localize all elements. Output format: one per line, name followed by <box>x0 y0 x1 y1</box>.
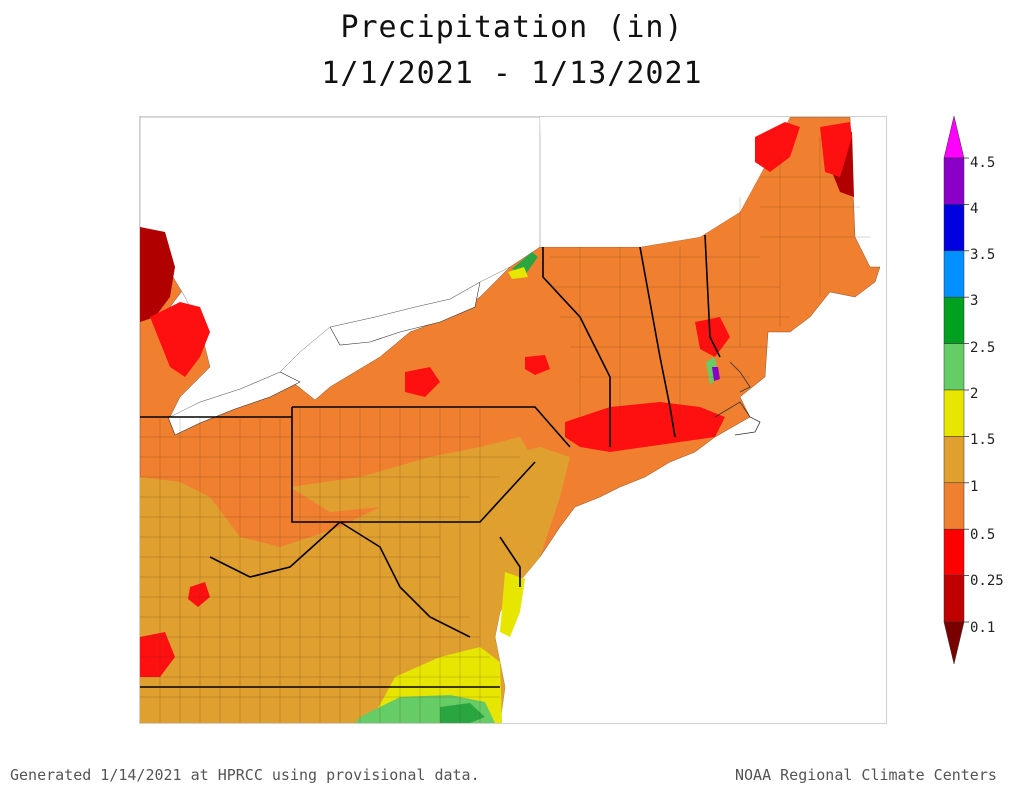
legend-swatch <box>943 575 965 623</box>
legend-label: 1.5 <box>970 432 996 448</box>
legend-swatch <box>943 204 965 252</box>
legend-label: 4 <box>970 201 979 217</box>
legend-swatch-bottom <box>943 621 965 665</box>
coastline <box>714 361 761 436</box>
map-title: Precipitation (in) <box>340 10 684 45</box>
precip-red-maine-north <box>820 122 852 177</box>
precip-green-virginia <box>440 703 485 723</box>
legend-label: 0.1 <box>970 620 996 636</box>
legend-label: 3 <box>970 293 979 309</box>
credit-text: NOAA Regional Climate Centers <box>735 766 997 784</box>
precipitation-map <box>139 116 887 724</box>
precip-red-ohio <box>188 582 210 607</box>
precip-red-michigan <box>150 302 210 377</box>
legend-swatch <box>943 296 965 344</box>
legend-label: 3.5 <box>970 247 996 263</box>
legend-swatch <box>943 343 965 391</box>
precip-yellow-delmarva <box>500 572 525 637</box>
precip-tan-pa <box>290 437 535 512</box>
precip-red-maine-west <box>755 122 800 172</box>
county-lines <box>140 137 870 723</box>
precip-red-ny-small <box>525 355 550 375</box>
precip-darkred-michigan <box>140 227 175 322</box>
map-date-range: 1/1/2021 - 1/13/2021 <box>321 56 703 91</box>
precip-red-southern-new-england <box>565 402 725 452</box>
canada-north-east <box>540 117 790 247</box>
legend-swatch <box>943 436 965 484</box>
legend-swatch <box>943 250 965 298</box>
generated-note: Generated 1/14/2021 at HPRCC using provi… <box>10 766 480 784</box>
legend-swatch <box>943 528 965 576</box>
precip-yellow-lake-ontario-east <box>508 267 528 279</box>
legend-label: 2 <box>970 386 979 402</box>
precip-legend-bar <box>943 116 969 665</box>
precip-red-kentucky <box>140 632 175 677</box>
precip-red-ny-central <box>405 367 440 397</box>
legend-label: 0.25 <box>970 573 1004 589</box>
legend-swatch <box>943 482 965 530</box>
legend-swatch-top <box>943 116 965 159</box>
legend-label: 2.5 <box>970 340 996 356</box>
legend-swatch <box>943 389 965 437</box>
legend-swatch <box>943 157 965 205</box>
precip-purple-capecod <box>712 367 720 381</box>
legend-label: 0.5 <box>970 527 996 543</box>
legend-label: 4.5 <box>970 155 996 171</box>
legend-label: 1 <box>970 479 979 495</box>
